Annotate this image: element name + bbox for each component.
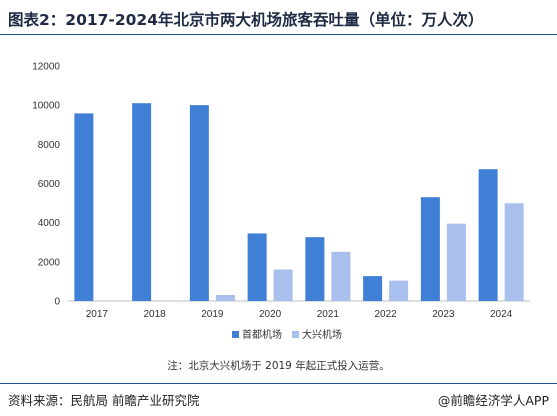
- x-tick-label: 2017: [86, 309, 109, 320]
- bar: [132, 103, 152, 301]
- y-tick-label: 8000: [38, 140, 61, 151]
- y-tick-label: 4000: [38, 218, 61, 229]
- legend-swatch: [292, 331, 299, 338]
- bar: [305, 237, 325, 301]
- bar: [363, 276, 383, 301]
- bar: [420, 197, 440, 301]
- bar: [247, 233, 267, 301]
- x-tick-label: 2018: [144, 309, 167, 320]
- bar: [273, 269, 293, 301]
- footer-divider: [0, 383, 557, 384]
- y-tick-label: 12000: [32, 62, 60, 73]
- bar: [446, 223, 466, 301]
- bar: [504, 203, 524, 301]
- title-divider: [0, 34, 557, 35]
- x-tick-label: 2024: [490, 309, 513, 320]
- y-tick-label: 0: [54, 297, 60, 308]
- y-tick-label: 2000: [38, 257, 61, 268]
- legend-label: 首都机场: [242, 328, 282, 341]
- bar: [189, 105, 209, 302]
- x-tick-label: 2023: [432, 309, 455, 320]
- source-text: 资料来源：民航局 前瞻产业研究院: [8, 393, 200, 408]
- bar: [478, 169, 498, 301]
- bar-chart: 0 2000 4000 6000 8000 10000 12000 2017 2018 2019 2…: [32, 62, 530, 341]
- legend-swatch: [232, 331, 239, 338]
- bar: [389, 280, 409, 301]
- legend-label: 大兴机场: [302, 328, 342, 341]
- bar: [331, 251, 351, 301]
- chart-note: 注：北京大兴机场于 2019 年起正式投入运营。: [167, 360, 390, 372]
- x-tick-label: 2021: [317, 309, 340, 320]
- x-tick-label: 2020: [259, 309, 282, 320]
- x-tick-label: 2022: [375, 309, 398, 320]
- chart-title: 图表2：2017-2024年北京市两大机场旅客吞吐量（单位：万人次）: [8, 11, 484, 29]
- y-tick-label: 10000: [32, 101, 60, 112]
- y-tick-label: 6000: [38, 179, 61, 190]
- x-tick-label: 2019: [201, 309, 224, 320]
- bar: [215, 294, 235, 301]
- bar: [74, 113, 94, 302]
- brand-text: @前瞻经济学人APP: [437, 393, 549, 408]
